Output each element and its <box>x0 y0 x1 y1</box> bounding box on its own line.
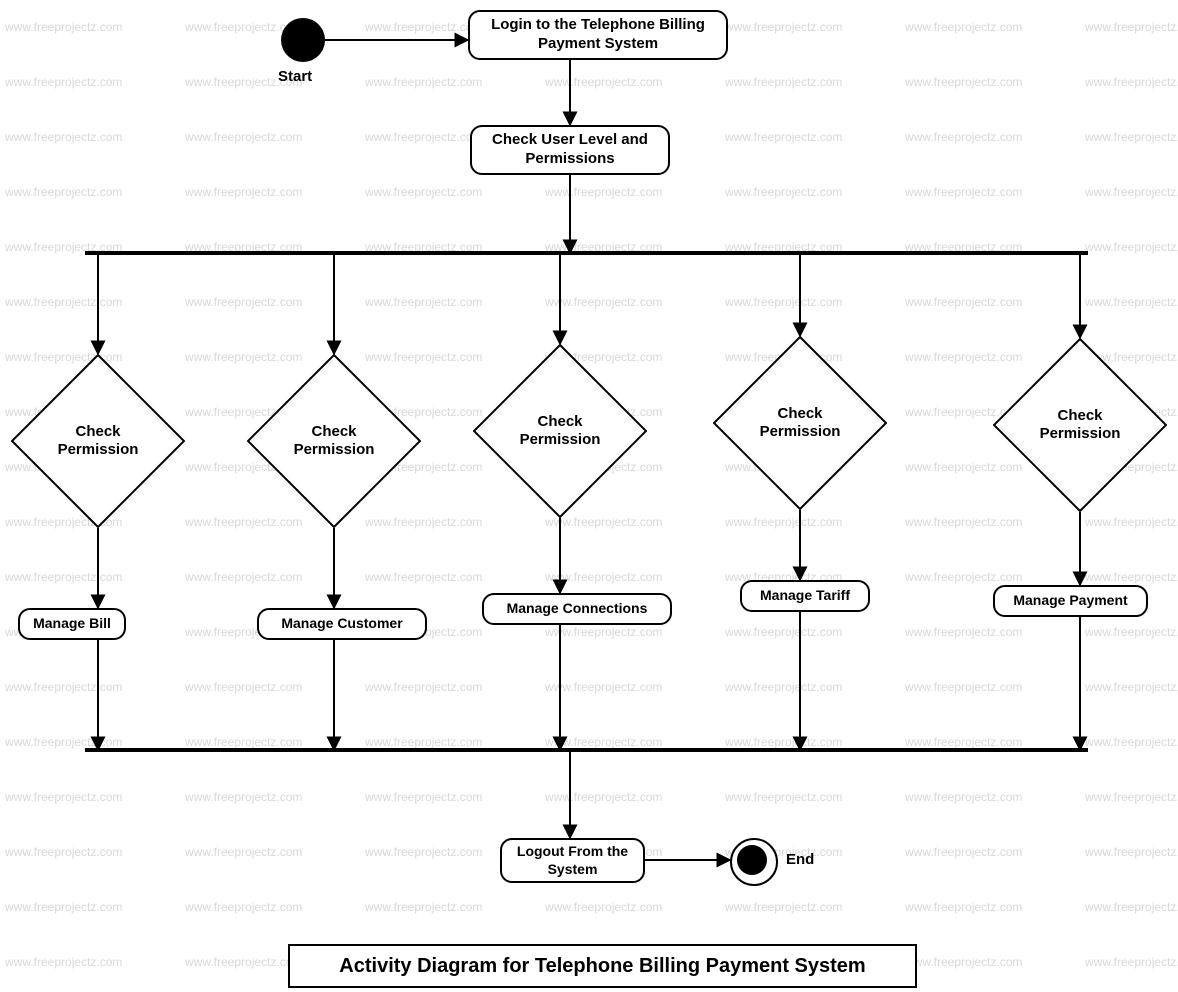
diagram-title-label: Activity Diagram for Telephone Billing P… <box>339 955 865 978</box>
activity-manage-customer-label: Manage Customer <box>281 615 402 633</box>
diagram-title: Activity Diagram for Telephone Billing P… <box>288 944 917 988</box>
activity-logout: Logout From the System <box>500 838 645 883</box>
activity-check-label: Check User Level and Permissions <box>482 131 658 169</box>
decision-permission-3-label: CheckPermission <box>506 413 614 449</box>
activity-check: Check User Level and Permissions <box>470 125 670 175</box>
decision-permission-2-label: CheckPermission <box>280 423 388 459</box>
activity-login: Login to the Telephone Billing Payment S… <box>468 10 728 60</box>
activity-manage-tariff: Manage Tariff <box>740 580 870 612</box>
decision-permission-4-label: CheckPermission <box>746 405 854 441</box>
activity-manage-customer: Manage Customer <box>257 608 427 640</box>
activity-login-label: Login to the Telephone Billing Payment S… <box>480 16 716 54</box>
start-node <box>281 18 325 62</box>
start-label: Start <box>278 68 312 85</box>
decision-permission-1-label: CheckPermission <box>44 423 152 459</box>
activity-manage-bill-label: Manage Bill <box>33 615 111 633</box>
activity-manage-payment-label: Manage Payment <box>1013 592 1127 610</box>
decision-permission-5-label: CheckPermission <box>1026 407 1134 443</box>
decision-permission-3: CheckPermission <box>473 344 647 518</box>
activity-manage-payment: Manage Payment <box>993 585 1148 617</box>
decision-permission-2: CheckPermission <box>247 354 421 528</box>
activity-manage-bill: Manage Bill <box>18 608 126 640</box>
activity-logout-label: Logout From the System <box>512 843 633 878</box>
activity-manage-connections: Manage Connections <box>482 593 672 625</box>
activity-manage-tariff-label: Manage Tariff <box>760 587 850 605</box>
decision-permission-4: CheckPermission <box>713 336 887 510</box>
activity-manage-connections-label: Manage Connections <box>507 600 648 618</box>
end-label: End <box>786 851 814 868</box>
end-node <box>737 845 767 875</box>
decision-permission-5: CheckPermission <box>993 338 1167 512</box>
decision-permission-1: CheckPermission <box>11 354 185 528</box>
